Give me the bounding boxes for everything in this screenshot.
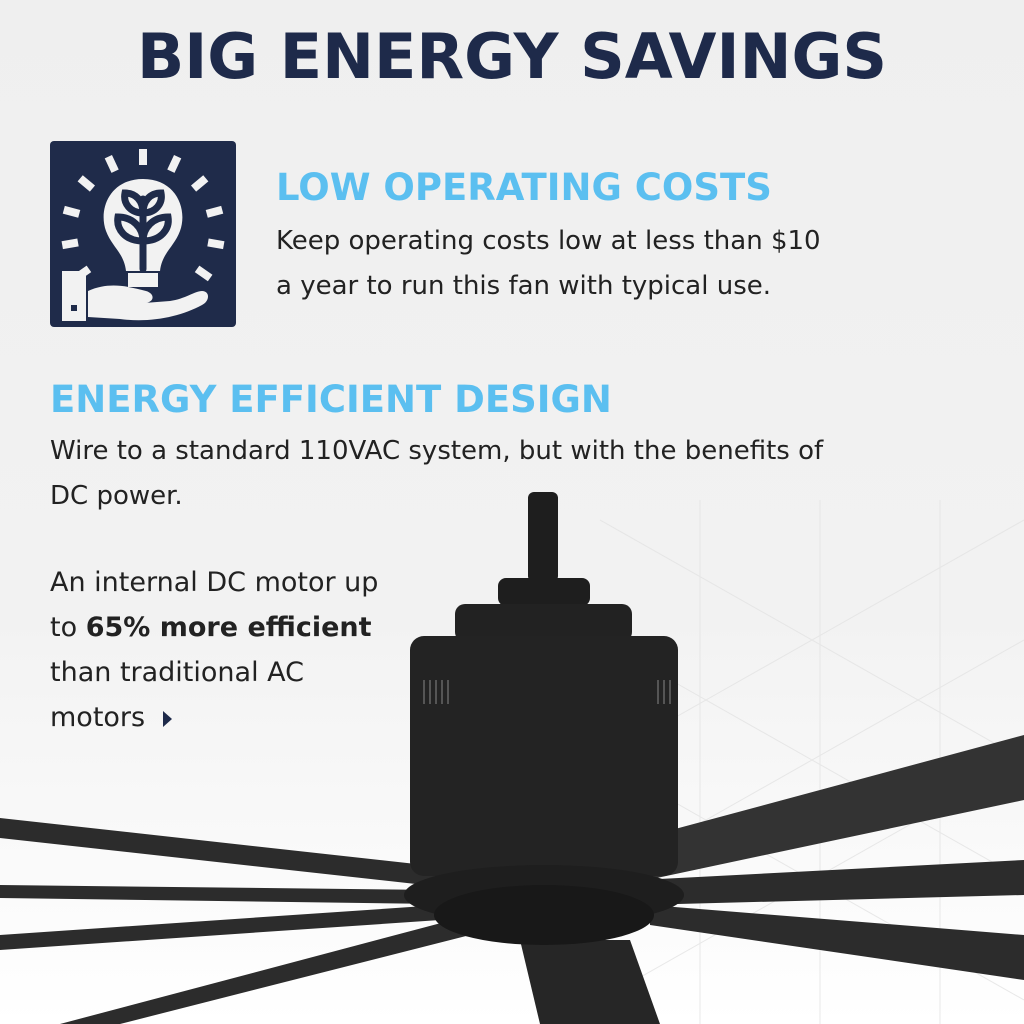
play-arrow-icon[interactable] [163,710,173,727]
feature1-line2: a year to run this fan with typical use. [276,271,772,301]
low-operating-costs-heading: LOW OPERATING COSTS [276,166,772,209]
motor-line3: than traditional AC [50,657,305,688]
energy-efficient-design-heading: ENERGY EFFICIENT DESIGN [50,378,612,421]
feature2-line1: Wire to a standard 110VAC system, but wi… [50,436,824,466]
motor-line1: An internal DC motor up [50,567,379,598]
feature1-line1: Keep operating costs low at less than $1… [276,226,821,256]
feature2-line2: DC power. [50,481,183,511]
efficiency-highlight: 65% more efficient [85,612,372,643]
motor-line4: motors [50,702,146,733]
lightbulb-plant-hand-icon [50,141,236,327]
motor-line2-prefix: to [50,612,86,643]
page-title: BIG ENERGY SAVINGS [136,20,888,93]
